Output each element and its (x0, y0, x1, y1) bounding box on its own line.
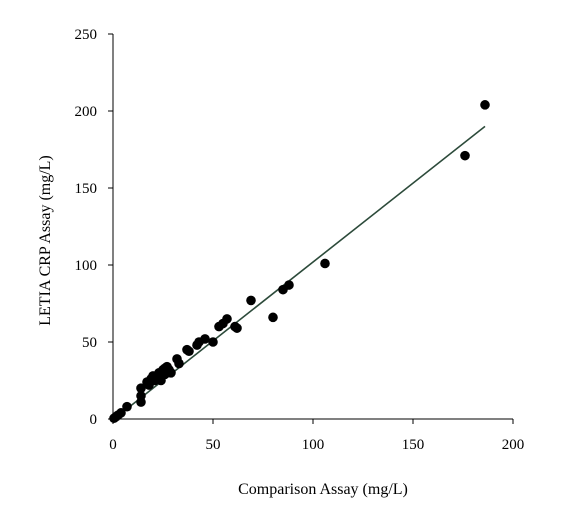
data-point (136, 391, 146, 401)
data-point (122, 401, 132, 412)
data-point (460, 150, 470, 161)
data-point (268, 312, 278, 323)
data-point (222, 314, 232, 324)
x-tick-label: 0 (109, 437, 117, 453)
data-point (184, 346, 194, 357)
x-axis-title: Comparison Assay (mg/L) (238, 481, 408, 498)
data-point (480, 100, 490, 110)
data-point (246, 295, 256, 306)
y-tick-label: 50 (82, 335, 97, 351)
x-tick-label: 100 (302, 437, 325, 453)
data-point (200, 334, 210, 344)
y-tick-label: 200 (75, 104, 98, 120)
y-tick-label: 250 (75, 27, 98, 43)
x-tick-label: 150 (402, 437, 425, 453)
data-point (208, 337, 218, 347)
y-tick-label: 150 (75, 181, 98, 197)
x-tick-label: 50 (206, 437, 221, 453)
data-point (320, 258, 330, 269)
tick-labels: 0 50 100 150 200 0 50 100 150 200 250 (75, 27, 525, 453)
data-point (232, 323, 242, 333)
data-point (116, 408, 126, 418)
data-point (174, 358, 184, 369)
y-axis-title: LETIA CRP Assay (mg/L) (37, 155, 54, 326)
y-tick-label: 100 (75, 258, 98, 274)
data-point (136, 383, 146, 394)
data-point (166, 368, 176, 378)
data-points (109, 100, 490, 424)
data-point (284, 280, 294, 290)
x-tick-label: 200 (502, 437, 525, 453)
y-tick-label: 0 (90, 412, 98, 428)
